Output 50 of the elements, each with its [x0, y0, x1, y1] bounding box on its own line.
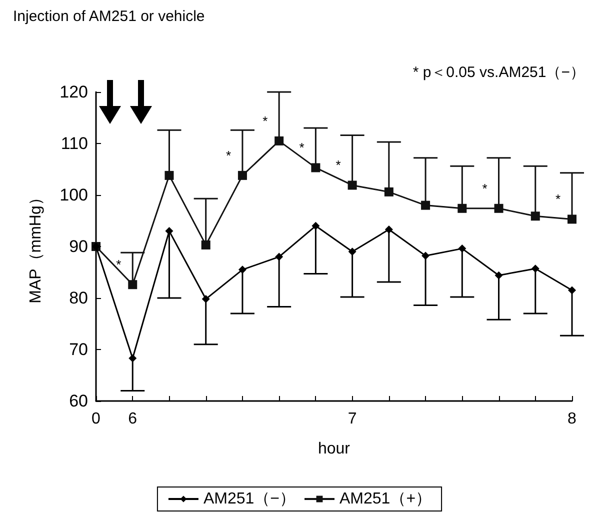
chart-title: Injection of AM251 or vehicle: [13, 8, 205, 25]
point: [531, 264, 540, 273]
x-axis-title: hour: [318, 440, 351, 458]
point: [311, 163, 320, 172]
point: [238, 266, 246, 274]
point: [201, 240, 210, 250]
point: [274, 136, 284, 146]
point: [238, 170, 247, 180]
point: [568, 214, 576, 224]
y-tick-label: 120: [60, 82, 88, 102]
point: [202, 295, 210, 304]
legend-label: AM251（+）: [340, 490, 432, 508]
y-tick-label: 110: [60, 134, 88, 153]
point: [458, 244, 466, 253]
point: [530, 212, 540, 221]
point: [384, 226, 393, 234]
y-tick-label: 100: [60, 186, 88, 204]
y-tick-label: 80: [69, 288, 88, 308]
point: [275, 252, 284, 261]
y-tick-label: 60: [69, 392, 88, 410]
data-label: *: [299, 140, 304, 156]
point: [384, 187, 394, 196]
text: * p＜0.05 vs.AM251（−）: [412, 63, 585, 82]
point: [165, 227, 174, 236]
legend-label: AM251（−）: [203, 490, 296, 508]
data-label: *: [262, 113, 268, 128]
point: [348, 180, 357, 190]
data-label: *: [116, 257, 122, 272]
x-tick-label: 8: [568, 410, 577, 428]
point: [128, 280, 138, 290]
x-tick-label: 7: [348, 410, 357, 428]
point: [164, 170, 174, 180]
x-tick-label: 6: [128, 410, 138, 428]
point: [421, 200, 430, 210]
point: [312, 222, 320, 230]
data-label: *: [482, 180, 488, 196]
x-tick-label: 0: [92, 410, 101, 428]
data-label: *: [556, 192, 561, 207]
y-tick-label: 70: [69, 340, 88, 359]
point: [568, 286, 576, 294]
point: [494, 271, 503, 280]
y-axis-title: MAP（mmHg）: [28, 190, 44, 304]
data-label: *: [226, 148, 232, 163]
data-label: *: [336, 158, 341, 173]
point: [422, 252, 430, 260]
point: [128, 354, 137, 362]
point: [494, 204, 504, 213]
point: [348, 248, 356, 256]
point: [458, 204, 467, 213]
y-tick-label: 90: [69, 237, 88, 256]
